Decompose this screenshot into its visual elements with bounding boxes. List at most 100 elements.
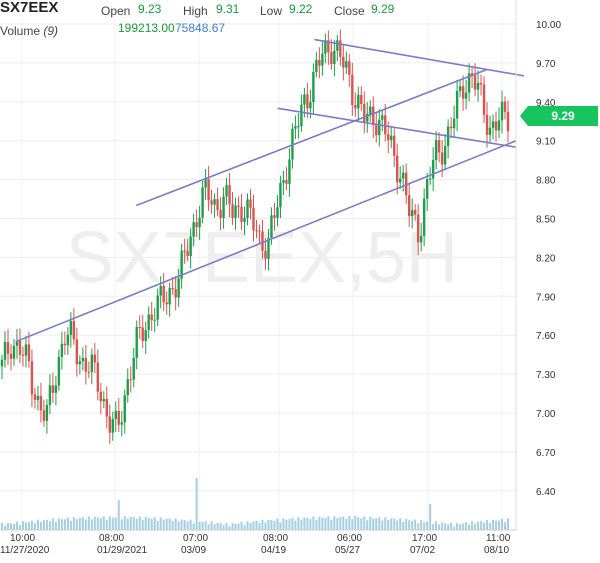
volume-bar: [120, 519, 123, 530]
candle-body: [354, 105, 357, 109]
volume-bar: [399, 518, 402, 530]
volume-bar: [468, 524, 471, 530]
candle-body: [330, 52, 333, 65]
candle-body: [243, 217, 246, 222]
trendline: [15, 139, 517, 343]
candle-body: [219, 210, 222, 219]
volume-bar: [426, 521, 429, 530]
candle-body: [210, 200, 213, 205]
candle-body: [63, 343, 67, 346]
candle-body: [234, 205, 237, 219]
volume-bar: [351, 519, 354, 530]
volume-bar: [54, 521, 57, 530]
candle-body: [48, 385, 52, 405]
candle-body: [153, 319, 156, 321]
candle-body: [33, 394, 37, 400]
candle-body: [506, 111, 510, 132]
volume-bar: [33, 523, 36, 530]
candle-body: [440, 152, 444, 165]
x-tick-time: 11:00: [486, 533, 511, 544]
candle-body: [327, 40, 330, 53]
volume-bar: [231, 522, 234, 530]
candle-body: [425, 179, 429, 199]
candle-body: [51, 385, 55, 393]
volume-bar: [441, 522, 444, 530]
candle-body: [422, 198, 426, 236]
candle-body: [189, 236, 192, 256]
volume-bar: [396, 520, 399, 530]
volume-bar: [147, 518, 150, 530]
candle-body: [126, 379, 129, 396]
volume-bar: [99, 518, 102, 530]
candle-body: [345, 61, 348, 68]
candle-body: [225, 185, 228, 197]
volume-bar: [243, 525, 246, 530]
candle-body: [165, 302, 168, 305]
candle-body: [195, 222, 198, 228]
volume-bar: [501, 518, 504, 530]
volume-bar: [168, 518, 171, 530]
candle-body: [57, 356, 61, 386]
volume-bar: [60, 519, 63, 530]
candle-body: [312, 72, 315, 103]
volume-bar: [507, 518, 509, 530]
volume-bar: [450, 522, 453, 530]
volume-bar: [240, 521, 243, 530]
volume-bar: [270, 520, 273, 530]
volume-bar: [282, 518, 285, 530]
candle-body: [396, 155, 399, 183]
candle-body: [497, 120, 501, 131]
volume-bar: [384, 517, 387, 530]
volume-bar: [117, 500, 120, 530]
candle-body: [485, 114, 489, 135]
candle-body: [60, 343, 64, 357]
volume-bar: [114, 517, 117, 530]
volume-bar: [447, 524, 450, 530]
candle-body: [252, 207, 255, 231]
candle-body: [455, 91, 459, 119]
volume-bar: [462, 523, 465, 530]
volume-bar: [423, 522, 426, 530]
x-tick-date: 11/27/2020: [0, 545, 50, 556]
volume-bar: [36, 519, 39, 530]
candle-body: [273, 215, 276, 218]
candle-body: [333, 50, 336, 65]
candle-body: [443, 146, 447, 165]
candle-body: [54, 385, 58, 393]
volume-bar: [444, 523, 447, 530]
candle-body: [363, 104, 366, 122]
y-tick-label: 8.80: [536, 176, 556, 187]
volume-bar: [90, 519, 93, 530]
volume-bar: [159, 517, 162, 530]
volume-bar: [228, 526, 231, 530]
volume-bar: [381, 520, 384, 530]
candle-body: [114, 410, 117, 419]
volume-bar: [201, 521, 204, 530]
volume-bar: [474, 523, 477, 530]
candle-body: [90, 354, 94, 373]
candle-body: [476, 82, 480, 90]
volume-bar: [297, 517, 300, 530]
open-label: Open: [101, 4, 131, 18]
volume-bar: [288, 519, 291, 530]
volume-bar: [492, 519, 495, 530]
candle-body: [491, 121, 495, 128]
volume-bar: [72, 517, 75, 530]
candle-body: [378, 119, 381, 136]
volume-bar: [102, 516, 105, 530]
volume-bar: [459, 524, 462, 530]
volume-bar: [192, 523, 195, 530]
x-tick-date: 03/09: [181, 545, 206, 556]
volume-bar: [375, 518, 378, 530]
volume-bar: [345, 518, 348, 530]
x-tick-date: 08/10: [484, 545, 509, 556]
candle-body: [132, 357, 135, 380]
candle-body: [467, 73, 471, 93]
volume-bar: [21, 521, 24, 530]
candle-body: [288, 159, 291, 184]
volume-bar: [246, 521, 249, 530]
candle-body: [279, 183, 282, 208]
volume-bar: [303, 517, 306, 530]
